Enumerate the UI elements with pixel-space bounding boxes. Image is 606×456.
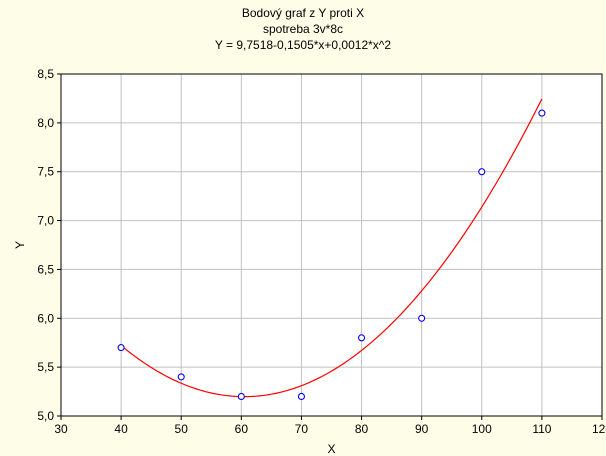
y-tick-label: 5,5	[37, 360, 54, 374]
x-tick-label: 30	[54, 422, 68, 436]
y-tick-label: 8,5	[37, 67, 54, 81]
chart-title: Bodový graf z Y proti X	[241, 6, 365, 20]
data-point	[237, 392, 245, 401]
y-tick-label: 7,0	[37, 214, 54, 228]
x-tick-label: 40	[114, 422, 128, 436]
data-point	[538, 109, 546, 117]
y-tick-label: 6,0	[37, 311, 54, 325]
x-tick-label: 120	[592, 422, 606, 436]
grid	[61, 74, 602, 416]
plot-frame	[60, 73, 603, 417]
x-axis: 30 40 50 60 70 80 90 100 110 120	[54, 416, 606, 436]
fit-layer	[120, 98, 543, 398]
y-tick-label: 7,5	[37, 165, 54, 179]
x-tick-label: 90	[415, 422, 429, 436]
data-point	[478, 168, 486, 176]
x-tick-label: 80	[355, 422, 369, 436]
chart-subtitle: spotreba 3v*8c	[262, 22, 344, 36]
x-tick-label: 110	[532, 422, 551, 436]
y-tick-label: 5,0	[37, 409, 54, 423]
x-tick-label: 70	[295, 422, 309, 436]
plot-background	[61, 74, 602, 416]
x-tick-label: 50	[175, 422, 189, 436]
y-axis-label: Y	[13, 241, 27, 249]
data-point	[297, 392, 305, 401]
data-point	[418, 314, 426, 322]
data-point	[177, 373, 185, 381]
x-tick-label: 100	[472, 422, 492, 436]
points-layer	[117, 109, 546, 401]
data-point	[358, 334, 366, 342]
y-axis: 5,0 5,5 6,0 6,5 7,0 7,5 8,0 8,5	[37, 67, 61, 423]
y-tick-label: 6,5	[37, 262, 54, 276]
data-point	[117, 344, 125, 352]
fit-curve	[120, 98, 543, 398]
x-tick-label: 60	[235, 422, 249, 436]
chart-equation: Y = 9,7518-0,1505*x+0,0012*x^2	[214, 38, 392, 52]
y-tick-label: 8,0	[37, 116, 54, 130]
x-axis-label: X	[327, 442, 335, 456]
